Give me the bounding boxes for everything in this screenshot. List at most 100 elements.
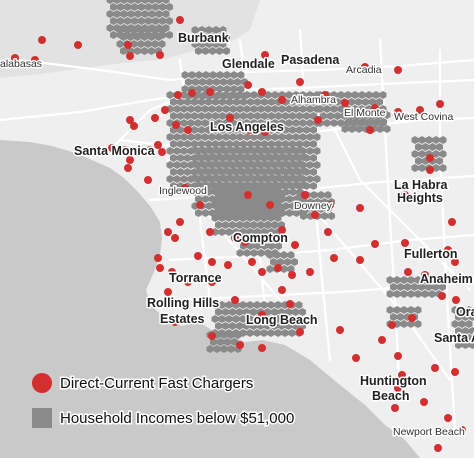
charger-dot [184, 278, 192, 286]
charger-dot [156, 264, 164, 272]
income-hex [205, 188, 213, 196]
charger-dot [171, 234, 179, 242]
charger-dot [451, 258, 459, 266]
income-hex [253, 301, 261, 309]
income-hex [272, 153, 279, 161]
legend-chargers-label: Direct-Current Fast Chargers [60, 375, 253, 392]
income-hex [306, 91, 314, 99]
income-hex [267, 214, 275, 222]
income-hex [198, 146, 206, 154]
income-hex [180, 105, 188, 113]
charger-dot [261, 128, 269, 136]
income-hex [229, 91, 237, 99]
income-hex [145, 3, 152, 11]
income-hex [198, 112, 205, 120]
income-hex [465, 320, 473, 328]
income-hex [240, 98, 247, 106]
charger-dot [231, 234, 239, 242]
income-hex [386, 306, 394, 314]
income-hex [239, 301, 247, 309]
income-hex [316, 105, 324, 113]
income-hex [317, 191, 325, 199]
charger-dot [208, 332, 216, 340]
income-hex [232, 315, 240, 323]
income-hex [138, 3, 145, 11]
charger-dot [431, 364, 439, 372]
income-hex [240, 146, 248, 154]
charger-dot [126, 116, 134, 124]
charger-dot [371, 240, 379, 248]
income-hex [198, 160, 206, 168]
charger-dot [124, 164, 132, 172]
income-hex [220, 331, 228, 339]
income-hex [380, 118, 387, 126]
income-hex [274, 200, 282, 208]
charger-dot [144, 176, 152, 184]
income-hex [180, 175, 188, 183]
income-hex [250, 119, 258, 127]
charger-dot [394, 384, 402, 392]
charger-dot [420, 398, 428, 406]
income-hex [306, 105, 314, 113]
income-hex [292, 308, 299, 316]
income-hex [158, 26, 166, 34]
income-hex [113, 10, 121, 18]
income-hex [250, 221, 258, 229]
income-hex [273, 251, 281, 259]
charger-dot [301, 191, 309, 199]
income-hex [166, 3, 173, 11]
income-hex [250, 133, 258, 141]
charger-dot [174, 91, 182, 99]
income-hex [366, 118, 373, 126]
income-hex [202, 153, 209, 161]
income-hex [216, 167, 223, 175]
income-hex [194, 133, 202, 141]
charger-dot [451, 368, 459, 376]
income-hex [254, 146, 262, 154]
income-hex [177, 126, 184, 134]
income-hex [352, 118, 359, 126]
income-hex [240, 140, 247, 148]
city-label-fullerton: Fullerton [404, 247, 457, 261]
income-hex [205, 160, 213, 168]
income-hex [266, 251, 274, 259]
income-hex [261, 146, 269, 154]
income-hex [415, 157, 422, 165]
income-hex [286, 153, 293, 161]
income-hex [251, 153, 258, 161]
income-hex [177, 154, 184, 162]
income-hex [106, 0, 114, 4]
income-hex [282, 160, 290, 168]
income-hex [223, 71, 231, 79]
charger-dot [291, 241, 299, 249]
charger-dot [244, 81, 252, 89]
income-hex [287, 265, 295, 273]
income-hex [270, 258, 277, 266]
income-hex [303, 205, 311, 213]
income-hex [113, 0, 121, 4]
charger-dot [161, 106, 169, 114]
income-hex [274, 301, 282, 309]
income-hex [243, 133, 251, 141]
income-hex [313, 161, 321, 169]
income-hex [306, 161, 314, 169]
income-hex [162, 0, 170, 4]
charger-dot [246, 126, 254, 134]
income-hex [267, 186, 275, 194]
income-hex [268, 228, 275, 236]
income-hex [254, 242, 261, 250]
income-hex [159, 3, 166, 11]
income-hex [166, 161, 174, 169]
income-hex [400, 290, 408, 298]
income-hex [296, 112, 303, 120]
income-hex [239, 214, 247, 222]
income-hex [184, 140, 191, 148]
income-hex [261, 160, 269, 168]
income-hex [310, 182, 317, 190]
income-hex [282, 188, 290, 196]
income-hex [281, 329, 289, 337]
charger-dot [156, 51, 164, 59]
charger-dot [326, 201, 334, 209]
income-hex [209, 71, 217, 79]
income-hex [215, 207, 222, 215]
